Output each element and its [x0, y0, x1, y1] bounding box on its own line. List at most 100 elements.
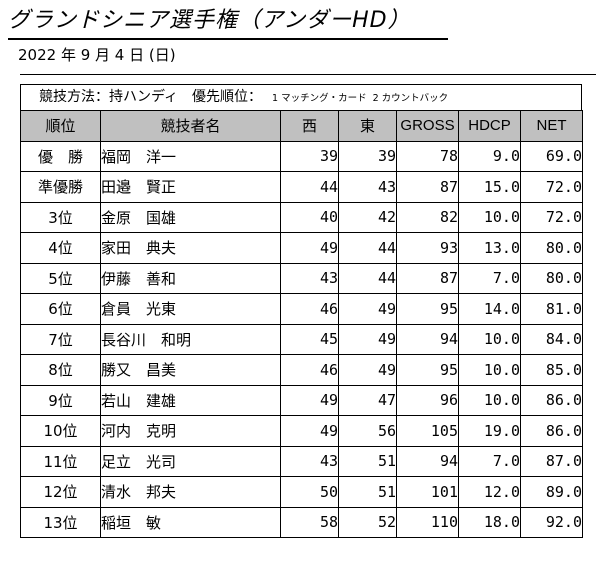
net-score-cell: 89.0: [520, 476, 583, 508]
hdcp-cell: 14.0: [458, 293, 521, 325]
rank-cell: 4位: [20, 232, 101, 264]
event-date: 2022 年 9 月 4 日 (日): [18, 46, 176, 64]
west-score-cell: 44: [280, 171, 339, 203]
player-name-cell: 若山 建雄: [100, 384, 281, 416]
player-name-cell: 清水 邦夫: [100, 476, 281, 508]
gross-score-cell: 82: [396, 201, 459, 233]
results-table: 順位 競技者名 西 東 GROSS HDCP NET 優 勝福岡 洋一 39 39 7…: [20, 110, 583, 538]
table-row: 優 勝福岡 洋一 39 39 78 9.0 69.0: [20, 140, 583, 172]
player-name-cell: 伊藤 善和: [100, 262, 281, 294]
west-score-cell: 40: [280, 201, 339, 233]
rank-cell: 9位: [20, 384, 101, 416]
table-row: 9位 若山 建雄 49 47 96 10.0 86.0: [20, 384, 583, 416]
gross-score-cell: 95: [396, 293, 459, 325]
hdcp-cell: 18.0: [458, 506, 521, 538]
net-score-cell: 85.0: [520, 354, 583, 386]
table-row: 12位 清水 邦夫 50 51 101 12.0 89.0: [20, 476, 583, 508]
gross-score-cell: 94: [396, 445, 459, 477]
rank-cell: 12位: [20, 476, 101, 508]
west-score-cell: 39: [280, 140, 339, 172]
rank-cell: 優 勝: [20, 140, 101, 172]
east-score-cell: 47: [338, 384, 397, 416]
net-score-cell: 86.0: [520, 384, 583, 416]
table-row: 6位 倉員 光東 46 49 95 14.0 81.0: [20, 293, 583, 325]
gross-score-cell: 87: [396, 262, 459, 294]
gross-score-cell: 87: [396, 171, 459, 203]
net-score-cell: 72.0: [520, 201, 583, 233]
hdcp-cell: 10.0: [458, 354, 521, 386]
rank-cell: 5位: [20, 262, 101, 294]
table-row: 10位 河内 克明 49 56 105 19.0 86.0: [20, 415, 583, 447]
east-score-cell: 43: [338, 171, 397, 203]
gross-score-cell: 110: [396, 506, 459, 538]
gross-score-cell: 95: [396, 354, 459, 386]
table-row: 7位 長谷川 和明 45 49 94 10.0 84.0: [20, 323, 583, 355]
rank-cell: 7位: [20, 323, 101, 355]
page-title: グランドシニア選手権（アンダーHD）: [8, 4, 448, 40]
header-east: 東: [338, 110, 397, 142]
net-score-cell: 86.0: [520, 415, 583, 447]
method-label: 競技方法：持ハンディ 優先順位：: [39, 89, 263, 105]
hdcp-cell: 9.0: [458, 140, 521, 172]
gross-score-cell: 94: [396, 323, 459, 355]
player-name-cell: 足立 光司: [100, 445, 281, 477]
rank-cell: 13位: [20, 506, 101, 538]
east-score-cell: 52: [338, 506, 397, 538]
east-score-cell: 44: [338, 262, 397, 294]
net-score-cell: 80.0: [520, 232, 583, 264]
west-score-cell: 49: [280, 232, 339, 264]
player-name-cell: 稲垣 敏: [100, 506, 281, 538]
table-row: 準優勝 田邉 賢正 44 43 87 15.0 72.0: [20, 171, 583, 203]
east-score-cell: 49: [338, 293, 397, 325]
player-name-cell: 勝又 昌美: [100, 354, 281, 386]
net-score-cell: 84.0: [520, 323, 583, 355]
net-score-cell: 81.0: [520, 293, 583, 325]
priority-1: 1 マッチング・カード: [272, 93, 367, 104]
header-gross: GROSS: [396, 110, 459, 142]
player-name-cell: 河内 克明: [100, 415, 281, 447]
rank-cell: 6位: [20, 293, 101, 325]
table-row: 3位 金原 国雄 40 42 82 10.0 72.0: [20, 201, 583, 233]
east-score-cell: 44: [338, 232, 397, 264]
rank-cell: 11位: [20, 445, 101, 477]
header-hdcp: HDCP: [458, 110, 521, 142]
competition-method: 競技方法：持ハンディ 優先順位： 1 マッチング・カード 2 カウントバック: [20, 84, 582, 110]
west-score-cell: 43: [280, 445, 339, 477]
east-score-cell: 39: [338, 140, 397, 172]
gross-score-cell: 78: [396, 140, 459, 172]
hdcp-cell: 7.0: [458, 445, 521, 477]
hdcp-cell: 19.0: [458, 415, 521, 447]
rank-cell: 準優勝: [20, 171, 101, 203]
player-name-cell: 長谷川 和明: [100, 323, 281, 355]
hdcp-cell: 10.0: [458, 323, 521, 355]
gross-score-cell: 96: [396, 384, 459, 416]
gross-score-cell: 105: [396, 415, 459, 447]
gross-score-cell: 93: [396, 232, 459, 264]
rank-cell: 8位: [20, 354, 101, 386]
east-score-cell: 42: [338, 201, 397, 233]
rank-cell: 10位: [20, 415, 101, 447]
player-name-cell: 家田 典夫: [100, 232, 281, 264]
east-score-cell: 51: [338, 476, 397, 508]
west-score-cell: 43: [280, 262, 339, 294]
priority-2: 2 カウントバック: [372, 93, 449, 104]
table-row: 11位 足立 光司 43 51 94 7.0 87.0: [20, 445, 583, 477]
hdcp-cell: 13.0: [458, 232, 521, 264]
results-body: 優 勝福岡 洋一 39 39 78 9.0 69.0 準優勝 田邉 賢正 44 43 87 15.0 7…: [20, 140, 583, 538]
player-name-cell: 倉員 光東: [100, 293, 281, 325]
west-score-cell: 50: [280, 476, 339, 508]
east-score-cell: 49: [338, 323, 397, 355]
hdcp-cell: 10.0: [458, 201, 521, 233]
net-score-cell: 72.0: [520, 171, 583, 203]
net-score-cell: 69.0: [520, 140, 583, 172]
net-score-cell: 92.0: [520, 506, 583, 538]
player-name-cell: 福岡 洋一: [100, 140, 281, 172]
west-score-cell: 58: [280, 506, 339, 538]
divider: [20, 74, 596, 75]
header-rank: 順位: [20, 110, 101, 142]
west-score-cell: 49: [280, 384, 339, 416]
header-net: NET: [520, 110, 583, 142]
gross-score-cell: 101: [396, 476, 459, 508]
table-row: 8位 勝又 昌美 46 49 95 10.0 85.0: [20, 354, 583, 386]
header-name: 競技者名: [100, 110, 281, 142]
